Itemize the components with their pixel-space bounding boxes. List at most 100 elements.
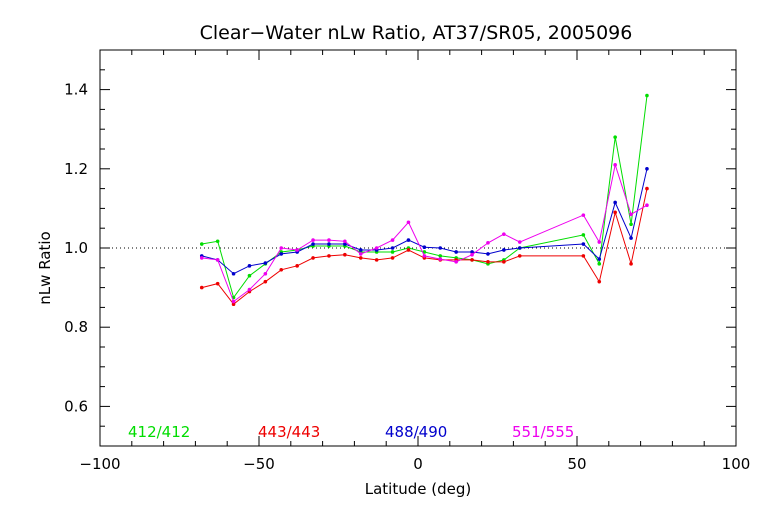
y-tick-label: 0.6 <box>64 397 88 415</box>
series-point <box>295 248 299 252</box>
series-point <box>422 254 427 258</box>
series-point <box>645 167 649 171</box>
series-group <box>199 93 649 307</box>
series-point <box>502 248 506 252</box>
series-point <box>343 239 347 244</box>
x-axis-label: Latitude (deg) <box>365 480 471 498</box>
series-point <box>645 203 649 208</box>
series-point <box>438 254 443 258</box>
series-point <box>581 254 586 258</box>
y-tick-label: 1.4 <box>64 81 88 99</box>
series-point <box>199 256 204 260</box>
legend: 412/412 443/443 488/490 551/555 <box>128 423 574 441</box>
series-point <box>406 248 411 252</box>
x-tick-label: −100 <box>79 455 120 473</box>
series-point <box>597 262 602 266</box>
series-point <box>311 256 315 260</box>
series-point <box>486 252 490 256</box>
series-point <box>517 254 522 258</box>
series-point <box>613 210 617 215</box>
series-point <box>629 222 633 227</box>
series-point <box>215 281 220 286</box>
series-point <box>247 264 252 268</box>
series-point <box>406 238 411 242</box>
series-point <box>231 271 236 276</box>
series-point <box>390 250 395 254</box>
series-point <box>263 271 268 276</box>
series-point <box>263 279 268 284</box>
series-point <box>613 135 617 139</box>
legend-entry: 551/555 <box>512 423 574 441</box>
series-point <box>597 240 602 244</box>
series-point <box>486 260 490 264</box>
series-point <box>263 261 268 265</box>
series-point <box>247 287 252 292</box>
x-tick-label: 50 <box>567 455 586 473</box>
series-point <box>470 258 474 262</box>
series-point <box>613 200 617 205</box>
series-line <box>201 168 648 275</box>
series-point <box>629 262 633 266</box>
x-tick-label: −50 <box>243 455 275 473</box>
series-point <box>358 248 363 252</box>
series-point <box>438 246 443 250</box>
series-point <box>454 260 458 264</box>
series-point <box>470 252 474 257</box>
series-point <box>581 242 586 246</box>
series-point <box>215 239 220 244</box>
legend-entry: 488/490 <box>385 423 447 441</box>
series-point <box>327 242 331 246</box>
series-point <box>279 246 284 250</box>
series-point <box>199 242 204 246</box>
y-tick-label: 1.2 <box>64 160 88 178</box>
series-point <box>597 279 602 284</box>
axes: −100 −50 0 50 100 0.6 0.8 1.0 1.2 1.4 <box>64 49 751 473</box>
series-point <box>581 233 586 237</box>
series-point <box>422 245 427 250</box>
series-point <box>629 212 633 217</box>
series-point <box>279 267 284 272</box>
series-point <box>517 246 522 250</box>
series-point <box>406 220 411 225</box>
series-line <box>201 95 648 299</box>
series-point <box>390 238 395 242</box>
series-point <box>390 256 395 260</box>
series-point <box>629 236 633 240</box>
series-point <box>327 238 331 242</box>
series-point <box>231 299 236 304</box>
series-point <box>517 240 522 244</box>
series-point <box>279 252 284 256</box>
series-point <box>502 260 506 264</box>
x-tick-label: 0 <box>413 455 423 473</box>
series-point <box>295 264 299 268</box>
series-point <box>390 246 395 250</box>
series-point <box>581 213 586 217</box>
series-point <box>645 93 649 98</box>
x-tick-label: 100 <box>722 455 751 473</box>
series-point <box>597 257 602 261</box>
series-point <box>343 252 347 257</box>
series-point <box>358 252 363 256</box>
series-point <box>486 241 490 245</box>
series-point <box>374 246 379 250</box>
series-point <box>502 232 506 236</box>
series-point <box>374 258 379 262</box>
chart-title: Clear−Water nLw Ratio, AT37/SR05, 200509… <box>200 22 633 44</box>
series-point <box>199 285 204 290</box>
y-tick-label: 1.0 <box>64 239 88 257</box>
legend-entry: 412/412 <box>128 423 190 441</box>
series-point <box>215 258 220 262</box>
series-point <box>438 257 443 261</box>
series-point <box>645 186 649 191</box>
series-point <box>454 250 458 254</box>
y-tick-label: 0.8 <box>64 318 88 336</box>
series-point <box>311 242 315 246</box>
series-point <box>247 273 252 278</box>
series-point <box>343 242 347 246</box>
series-point <box>613 163 617 167</box>
series-point <box>231 302 236 307</box>
legend-entry: 443/443 <box>258 423 320 441</box>
series-point <box>311 238 315 242</box>
y-axis-label: nLw Ratio <box>36 231 54 304</box>
